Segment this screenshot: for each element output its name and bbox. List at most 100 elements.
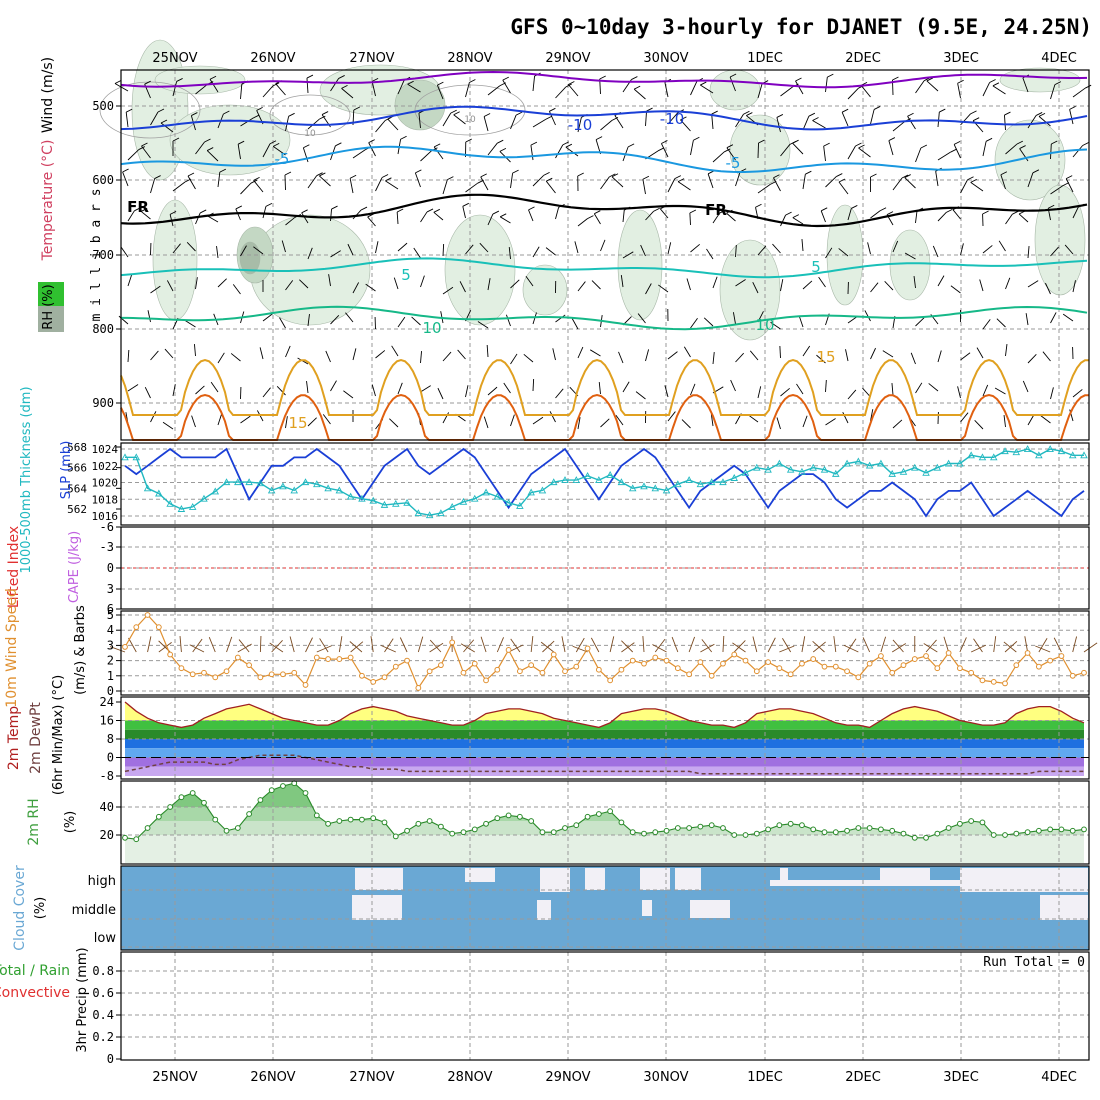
- rh2m-marker: [720, 825, 726, 831]
- wind-barb: [870, 210, 881, 219]
- wind-barb-flag: [253, 114, 260, 119]
- wind10m-marker: [686, 671, 693, 678]
- wind-barb-flag: [904, 174, 911, 178]
- wind10m-marker: [765, 659, 771, 666]
- wind10m-barb: [925, 639, 937, 653]
- wind10m-marker: [359, 672, 365, 679]
- wind-barb-flag: [122, 168, 129, 173]
- wind-barb-flag: [950, 148, 957, 153]
- lifted-index-axis-label: Lifted Index: [6, 526, 22, 608]
- wind-barb-flag: [543, 171, 550, 176]
- date-label-bottom: 28NOV: [447, 1070, 492, 1085]
- wind-barb: [818, 276, 826, 288]
- wind-barb: [508, 247, 511, 260]
- wind-barb-flag: [1012, 210, 1019, 215]
- thickness-marker: [832, 469, 840, 477]
- cape-axis-label: CAPE (J/kg): [67, 531, 82, 603]
- wind-barb: [574, 241, 579, 254]
- wind-barb-flag: [204, 138, 211, 143]
- wind-barb-flag: [528, 206, 535, 211]
- wind-barb: [442, 286, 454, 295]
- wind-barb-flag: [134, 207, 141, 212]
- dewpoint2m-axis-label: 2m DewPt: [28, 702, 44, 774]
- wind-barb: [387, 118, 399, 131]
- rh2m-marker: [460, 829, 467, 836]
- wind-barb: [571, 318, 579, 330]
- wind-barb: [459, 281, 466, 293]
- contour-label: 15: [288, 414, 307, 432]
- wind10m-marker: [392, 663, 399, 670]
- wind-barb: [487, 386, 498, 396]
- wind-barb-flag: [841, 108, 849, 113]
- wind-barb: [122, 171, 129, 187]
- slp-series-line: [124, 447, 1085, 518]
- wind-barb: [937, 212, 947, 222]
- wind-barb-flag: [545, 115, 553, 120]
- cloud-clear-region: [537, 900, 551, 920]
- wind-barb: [838, 248, 849, 257]
- wind10m-marker: [302, 682, 309, 688]
- wind10m-marker: [799, 660, 805, 667]
- wind-barb: [957, 83, 961, 99]
- wind-barb: [1069, 109, 1074, 125]
- wind10m-marker: [652, 654, 659, 661]
- wind-barb: [712, 352, 715, 365]
- wind-barb: [368, 142, 376, 157]
- rh2m-marker: [223, 827, 230, 834]
- thickness-marker: [222, 478, 231, 486]
- wind-barb: [577, 417, 581, 430]
- wind10m-barb: [417, 636, 424, 653]
- wind10m-barb: [609, 636, 615, 653]
- panel-precip: [120, 951, 1090, 1061]
- thickness-axis-label: 1000-500mb Thickness (dm): [19, 386, 34, 573]
- wind-barb: [892, 419, 903, 429]
- wind-barb-flag: [253, 176, 260, 181]
- wind-barb: [979, 279, 984, 292]
- thickness-marker: [911, 463, 919, 471]
- rh2m-marker: [1069, 827, 1076, 834]
- wind-barb: [1050, 84, 1056, 100]
- thickness-tick-label: 566: [67, 462, 87, 475]
- panel-slp-thickness: [120, 442, 1090, 526]
- wind-barb: [555, 207, 560, 220]
- wind10m-marker: [539, 669, 546, 676]
- wind-barb: [707, 173, 714, 189]
- wind-barb-flag: [415, 169, 422, 174]
- wind-barb: [870, 347, 876, 360]
- cloud-level-label-middle: middle: [72, 903, 116, 918]
- wind10m-marker: [415, 685, 422, 691]
- wind-barb-flag: [587, 215, 594, 220]
- rh2m-marker: [787, 820, 794, 827]
- wind-barb: [825, 77, 828, 93]
- wind-barb: [935, 171, 939, 187]
- wind10m-marker: [122, 644, 128, 650]
- cloud-clear-region: [585, 868, 605, 890]
- thickness-marker: [358, 494, 366, 502]
- wind-barb: [712, 212, 721, 224]
- wind-barb: [367, 216, 376, 227]
- cloud-clear-region: [675, 868, 701, 890]
- wind-barb: [322, 414, 331, 425]
- rh2m-marker: [844, 827, 850, 834]
- wind-barb: [823, 146, 826, 162]
- wind-barb: [375, 350, 386, 359]
- wind10m-barb: [380, 645, 396, 653]
- wind-barb: [780, 214, 786, 227]
- wind-barb: [397, 316, 406, 328]
- thickness-marker: [245, 478, 253, 486]
- rh2m-marker: [505, 812, 512, 819]
- rh2m-marker: [708, 822, 715, 829]
- thickness-marker: [403, 498, 411, 506]
- wind-barb: [915, 147, 922, 163]
- wind-barb-flag: [855, 142, 862, 147]
- wind-barb-flag: [858, 144, 865, 149]
- wind-barb: [1072, 145, 1083, 158]
- precip-tick-label: 0: [107, 1052, 114, 1066]
- wind-barb: [640, 244, 646, 257]
- wind-barb: [397, 80, 405, 95]
- wind-barb: [162, 421, 174, 430]
- wind-barb: [237, 144, 241, 160]
- wind10m-marker: [787, 671, 794, 678]
- wind-barb: [206, 150, 219, 162]
- wind10m-barb: [128, 637, 137, 653]
